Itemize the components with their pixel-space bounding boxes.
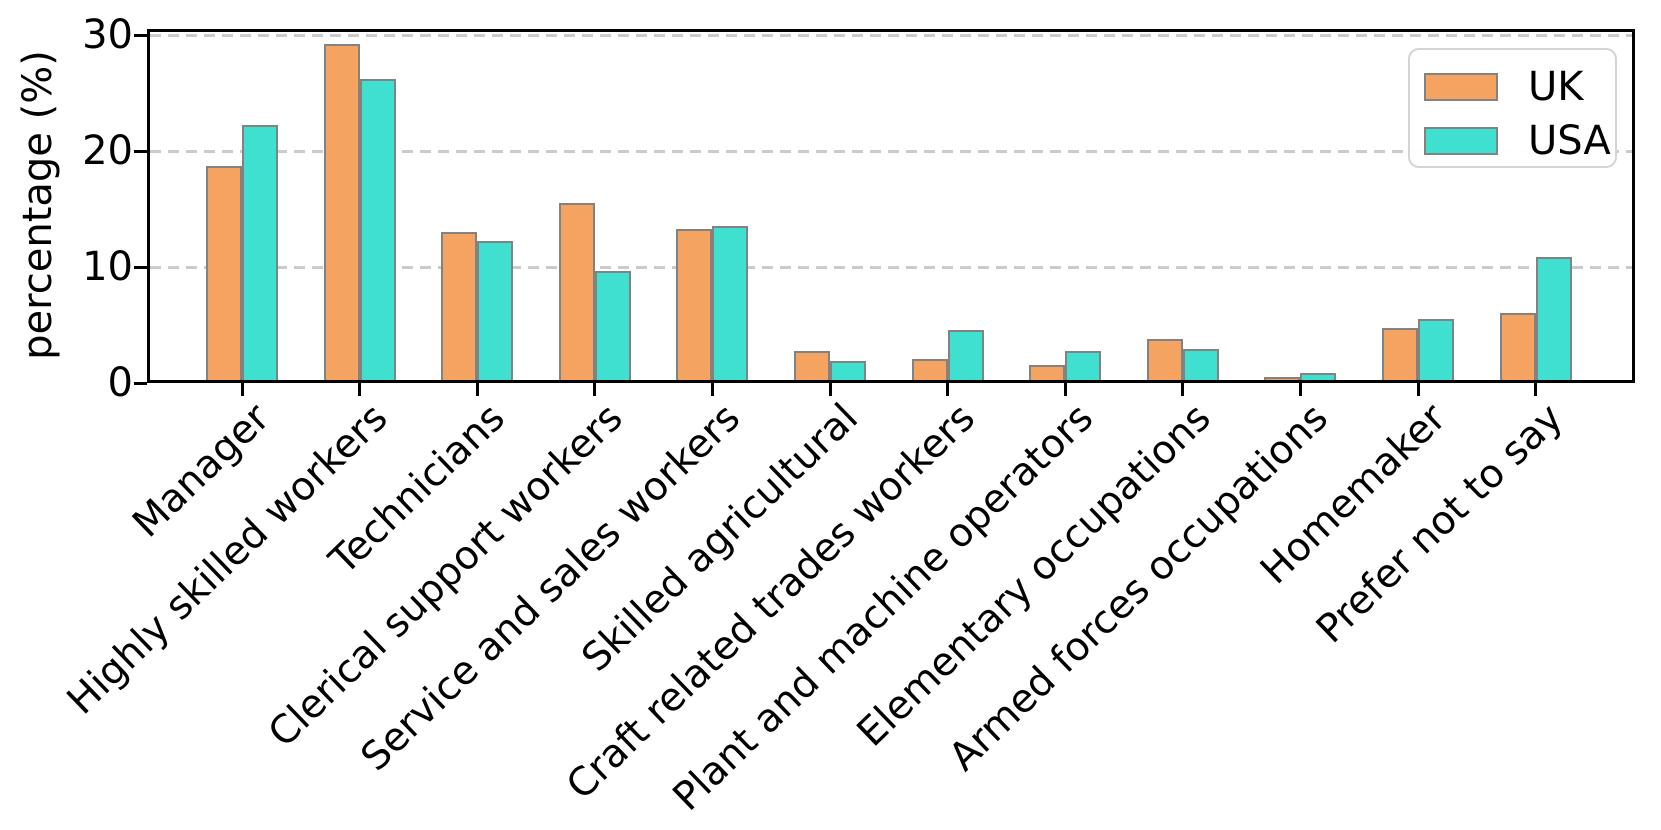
bar-usa-8 bbox=[1065, 351, 1102, 380]
legend-label-usa: USA bbox=[1528, 118, 1611, 164]
x-tick-mark bbox=[946, 383, 950, 396]
y-tick-mark bbox=[134, 33, 147, 37]
y-tick-mark bbox=[134, 381, 147, 385]
x-tick-mark bbox=[1181, 383, 1185, 396]
gridline-10 bbox=[150, 266, 1632, 269]
y-tick-mark bbox=[134, 265, 147, 269]
bar-uk-11 bbox=[1382, 327, 1418, 380]
y-tick-label: 10 bbox=[82, 244, 133, 291]
bar-usa-9 bbox=[1182, 348, 1219, 380]
bar-usa-1 bbox=[242, 124, 278, 380]
bar-uk-10 bbox=[1264, 376, 1301, 380]
bar-uk-6 bbox=[794, 351, 830, 380]
bar-usa-2 bbox=[359, 78, 396, 380]
bar-uk-2 bbox=[323, 43, 360, 380]
bar-uk-7 bbox=[911, 359, 948, 380]
x-tick-mark bbox=[828, 383, 832, 396]
bar-usa-5 bbox=[712, 225, 749, 380]
legend: UK USA bbox=[1408, 48, 1617, 168]
legend-swatch-usa bbox=[1424, 127, 1498, 155]
y-tick-mark bbox=[134, 149, 147, 153]
plot-area bbox=[147, 29, 1635, 383]
x-tick-mark bbox=[475, 383, 479, 396]
legend-label-uk: UK bbox=[1528, 64, 1584, 110]
legend-item-usa: USA bbox=[1424, 116, 1615, 166]
x-tick-mark bbox=[1534, 383, 1538, 396]
x-tick-mark bbox=[240, 383, 244, 396]
bar-usa-11 bbox=[1418, 318, 1454, 380]
x-tick-mark bbox=[593, 383, 597, 396]
bar-usa-3 bbox=[477, 240, 514, 380]
y-tick-label: 0 bbox=[107, 360, 133, 406]
bar-usa-10 bbox=[1300, 373, 1337, 380]
y-tick-label: 30 bbox=[82, 12, 133, 59]
y-tick-label: 20 bbox=[82, 128, 133, 175]
y-axis-label: percentage (%) bbox=[15, 50, 61, 360]
gridline-30 bbox=[150, 34, 1632, 37]
bar-usa-4 bbox=[594, 271, 631, 380]
x-tick-mark bbox=[358, 383, 362, 396]
x-tick-mark bbox=[710, 383, 714, 396]
bar-uk-4 bbox=[558, 202, 595, 380]
gridline-20 bbox=[150, 150, 1632, 153]
bar-uk-1 bbox=[206, 165, 242, 380]
legend-swatch-uk bbox=[1424, 73, 1498, 101]
bar-uk-8 bbox=[1029, 364, 1066, 380]
bar-uk-12 bbox=[1499, 312, 1536, 380]
x-tick-mark bbox=[1416, 383, 1420, 396]
bar-usa-6 bbox=[830, 361, 866, 380]
bar-uk-3 bbox=[441, 231, 478, 380]
bar-uk-9 bbox=[1146, 339, 1183, 380]
x-tick-mark bbox=[1063, 383, 1067, 396]
bar-usa-7 bbox=[947, 330, 984, 380]
legend-item-uk: UK bbox=[1424, 62, 1615, 112]
bar-uk-5 bbox=[676, 229, 713, 380]
x-tick-mark bbox=[1298, 383, 1302, 396]
bar-usa-12 bbox=[1535, 257, 1572, 380]
